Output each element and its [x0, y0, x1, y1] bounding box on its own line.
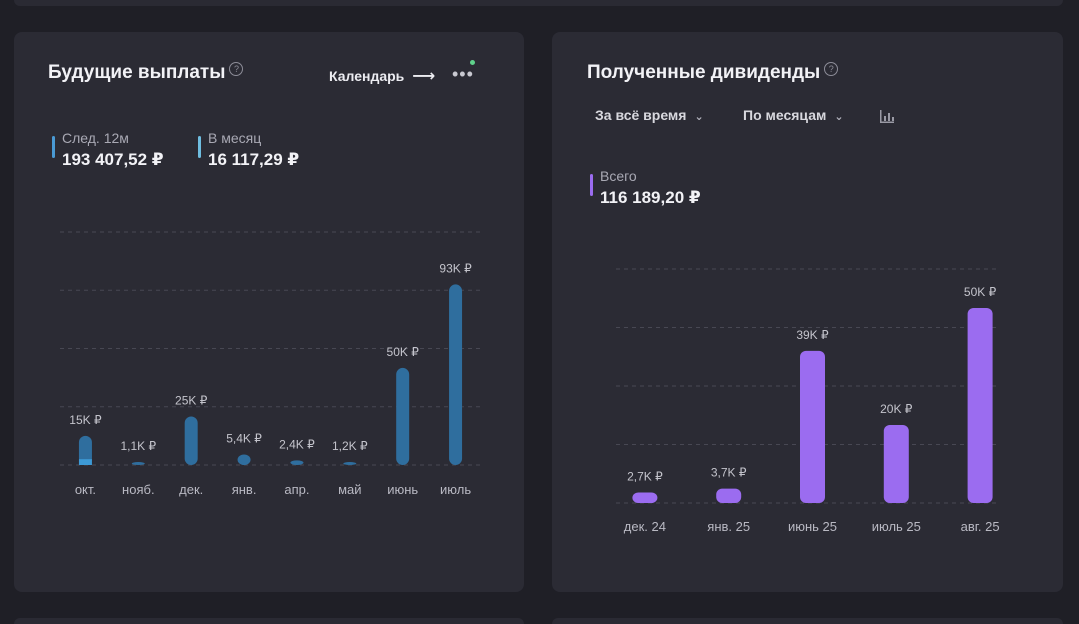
data-label: 25K ₽ [175, 393, 208, 407]
x-tick-label: янв. 25 [707, 519, 750, 534]
arrow-right-icon: ⟶ [412, 68, 436, 85]
bar[interactable] [184, 416, 198, 465]
future-payments-title: Будущие выплаты? [48, 62, 244, 84]
metric-color-bar [198, 136, 201, 158]
metric-label: Всего [600, 168, 637, 184]
calendar-link-label: Календарь [329, 68, 405, 84]
data-label: 1,2K ₽ [332, 439, 368, 453]
metric-value: 116 189,20 ₽ [600, 188, 701, 207]
data-label: 50K ₽ [964, 285, 997, 299]
x-tick-label: авг. 25 [961, 519, 1000, 534]
received-dividends-card: Полученные дивиденды? За всё время ⌄ По м… [552, 32, 1063, 592]
x-tick-label: май [338, 482, 361, 497]
bar-chart-icon[interactable] [879, 108, 895, 124]
data-label: 50K ₽ [387, 345, 420, 359]
bar[interactable] [396, 367, 410, 465]
received-dividends-title: Полученные дивиденды? [587, 62, 839, 84]
future-payments-card: Будущие выплаты? Календарь ⟶ ••• След. 12… [14, 32, 524, 592]
notification-dot [470, 60, 475, 65]
bar[interactable] [449, 284, 463, 465]
data-label: 39K ₽ [796, 328, 829, 342]
bar[interactable] [632, 492, 658, 503]
metric-value: 16 117,29 ₽ [208, 150, 300, 169]
x-tick-label: окт. [75, 482, 96, 497]
help-icon[interactable]: ? [229, 62, 244, 76]
bar[interactable] [343, 462, 357, 465]
metric-label: След. 12м [62, 130, 129, 146]
x-tick-label: апр. [284, 482, 309, 497]
help-icon[interactable]: ? [824, 62, 839, 76]
x-tick-label: июль [440, 482, 471, 497]
x-tick-label: дек. 24 [624, 519, 666, 534]
x-tick-label: нояб. [122, 482, 155, 497]
data-label: 2,7K ₽ [627, 469, 663, 483]
x-tick-label: дек. [179, 482, 203, 497]
bar[interactable] [883, 425, 909, 503]
bar[interactable] [290, 460, 304, 465]
bar-highlight-segment [78, 459, 92, 465]
future-payments-chart: 15K ₽ окт. 1,1K ₽ нояб. 25K ₽ дек. 5,4K ₽ янв. 2… [60, 231, 484, 497]
x-tick-label: июль 25 [872, 519, 921, 534]
period-dropdown-label: За всё время [595, 107, 687, 123]
data-label: 20K ₽ [880, 402, 913, 416]
data-label: 1,1K ₽ [120, 439, 156, 453]
bar[interactable] [800, 350, 825, 503]
x-tick-label: июнь 25 [788, 519, 837, 534]
chevron-down-icon: ⌄ [694, 111, 704, 123]
grouping-dropdown-label: По месяцам [743, 107, 827, 123]
data-label: 15K ₽ [69, 413, 102, 427]
bottom-card-edge-left [14, 618, 524, 624]
calendar-link[interactable]: Календарь ⟶ [329, 66, 435, 86]
metric-color-bar [590, 174, 593, 196]
bar[interactable] [967, 308, 993, 503]
bar[interactable] [131, 462, 145, 465]
data-label: 5,4K ₽ [226, 432, 262, 446]
data-label: 3,7K ₽ [711, 466, 747, 480]
top-card-edge [14, 0, 1063, 6]
x-tick-label: янв. [232, 482, 257, 497]
metric-color-bar [52, 136, 55, 158]
metric-value: 193 407,52 ₽ [62, 150, 164, 169]
bar[interactable] [78, 435, 92, 465]
x-tick-label: июнь [387, 482, 418, 497]
received-dividends-chart: 2,7K ₽ дек. 24 3,7K ₽ янв. 25 39K ₽ июнь 25 20… [616, 268, 1000, 534]
data-label: 2,4K ₽ [279, 437, 315, 451]
bar[interactable] [716, 488, 742, 503]
chevron-down-icon: ⌄ [834, 111, 844, 123]
more-dots-icon[interactable]: ••• [452, 64, 474, 84]
data-label: 93K ₽ [439, 261, 472, 275]
metric-label: В месяц [208, 130, 262, 146]
period-dropdown[interactable]: За всё время ⌄ [595, 107, 704, 123]
future-payments-title-text: Будущие выплаты [48, 62, 226, 83]
received-dividends-title-text: Полученные дивиденды [587, 62, 821, 83]
bar[interactable] [237, 454, 251, 465]
grouping-dropdown[interactable]: По месяцам ⌄ [743, 107, 844, 123]
bottom-card-edge-right [552, 618, 1063, 624]
